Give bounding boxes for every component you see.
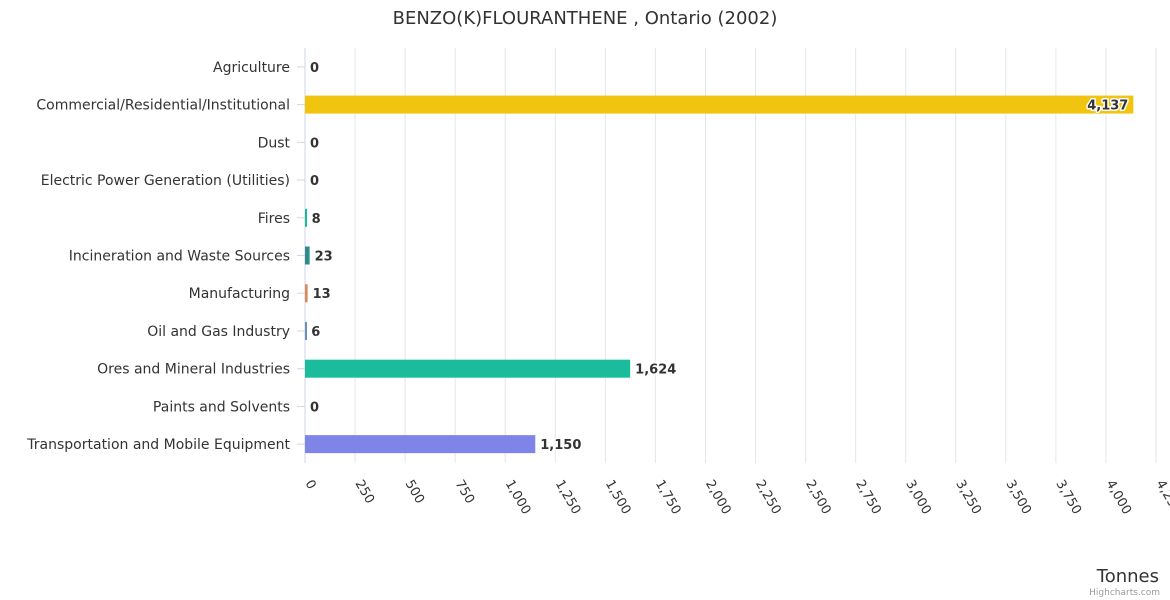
data-label: 0: [310, 174, 319, 189]
grid-lines: [297, 48, 1157, 463]
credits-link[interactable]: Highcharts.com: [1089, 588, 1160, 598]
bar[interactable]: [305, 321, 307, 340]
bar[interactable]: [305, 208, 307, 227]
chart-title: BENZO(K)FLOURANTHENE , Ontario (2002): [393, 8, 778, 29]
bar[interactable]: [305, 284, 308, 303]
category-label: Fires: [258, 211, 290, 227]
category-label: Electric Power Generation (Utilities): [41, 173, 290, 189]
data-label: 23: [315, 250, 333, 265]
bar[interactable]: [305, 95, 1134, 114]
data-label: 4,137: [1087, 99, 1128, 114]
category-label: Dust: [258, 135, 291, 151]
bar[interactable]: [305, 435, 536, 454]
category-label: Commercial/Residential/Institutional: [36, 98, 290, 114]
data-label: 0: [310, 136, 319, 151]
category-labels: Agriculture Commercial/Residential/Instit…: [26, 60, 290, 453]
bars: [305, 95, 1134, 454]
bar[interactable]: [305, 359, 631, 378]
data-label: 1,624: [635, 363, 676, 378]
data-label: 0: [310, 61, 319, 76]
data-label: 6: [311, 325, 320, 340]
category-label: Oil and Gas Industry: [147, 324, 290, 340]
category-label: Ores and Mineral Industries: [97, 362, 290, 378]
category-label: Incineration and Waste Sources: [69, 249, 290, 265]
category-label: Agriculture: [213, 60, 290, 76]
data-label: 0: [310, 400, 319, 415]
data-label: 8: [312, 212, 321, 227]
category-label: Transportation and Mobile Equipment: [26, 437, 290, 453]
bar[interactable]: [305, 246, 310, 265]
x-axis-title: Tonnes: [1096, 566, 1159, 587]
data-label: 13: [313, 287, 331, 302]
category-label: Manufacturing: [189, 286, 290, 302]
category-label: Paints and Solvents: [153, 399, 290, 415]
data-label: 1,150: [540, 438, 581, 453]
data-labels: 0 4,137 0 0 8 23 13 6 1,624 0 1,150: [309, 59, 1130, 454]
